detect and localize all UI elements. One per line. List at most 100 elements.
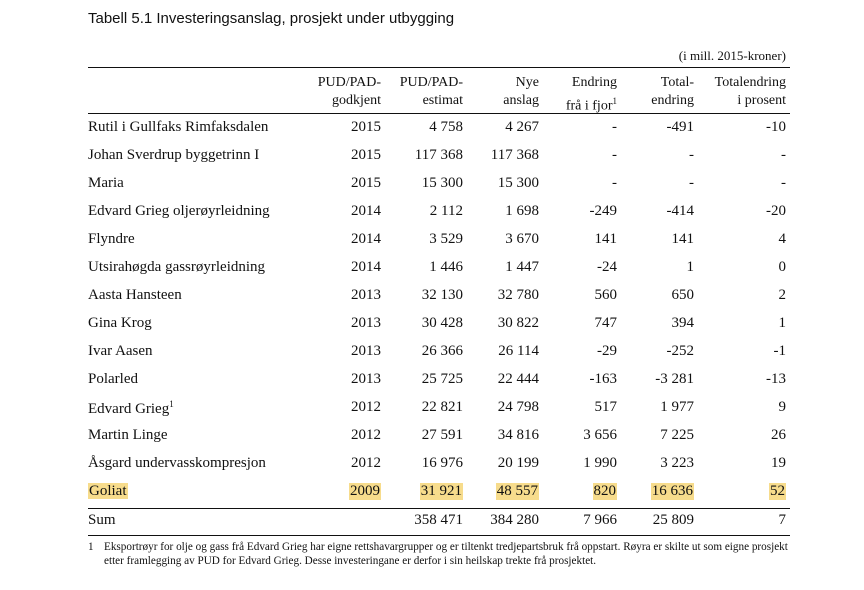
row-label-text: Sum — [88, 512, 116, 528]
table-cell: 384 280 — [490, 512, 539, 528]
table-cell: 2009 — [349, 483, 381, 500]
table-cell: 0 — [778, 259, 787, 275]
row-label: Martin Linge — [88, 427, 168, 444]
table-cell: 15 300 — [421, 175, 463, 191]
table-cell: 141 — [594, 231, 618, 247]
table-row: Edvard Grieg oljerøyrleidning 2014 2 112 1 … — [88, 203, 790, 227]
table-cell: 2014 — [351, 259, 381, 275]
table-cell: 30 822 — [497, 315, 539, 331]
column-header-line: Nye — [515, 75, 539, 90]
table-row: Johan Sverdrup byggetrinn I 2015 117 368 11… — [88, 147, 790, 171]
table-cell: 9 — [778, 399, 787, 415]
table-cell: - — [689, 147, 694, 163]
table-cell: 25 725 — [421, 371, 463, 387]
table-row: Maria 2015 15 300 15 300 - - - — [88, 175, 790, 199]
column-header-line: i prosent — [737, 93, 786, 108]
table-cell: -29 — [597, 343, 617, 359]
table-cell: 820 — [592, 483, 617, 500]
footnote-ref: 1 — [612, 96, 618, 106]
table-cell: 394 — [671, 315, 695, 331]
footnote: 1 Eksportrøyr for olje og gass frå Edvar… — [88, 541, 793, 568]
table-cell: -252 — [666, 343, 695, 359]
row-label: Edvard Grieg oljerøyrleidning — [88, 203, 270, 220]
column-header-line: Endring — [571, 75, 617, 90]
column-header-line: anslag — [503, 93, 539, 108]
table-cell: 4 758 — [429, 119, 463, 135]
table-cell: 26 — [771, 427, 786, 443]
table-cell: 52 — [769, 483, 786, 500]
column-header: PUD/PAD-estimat — [400, 74, 463, 110]
row-label: Gina Krog — [88, 315, 152, 332]
row-label-text: Johan Sverdrup byggetrinn I — [88, 147, 260, 163]
table-cell: -3 281 — [655, 371, 694, 387]
table-cell: 16 636 — [650, 483, 694, 500]
table-row: Gina Krog 2013 30 428 30 822 747 394 1 — [88, 315, 790, 339]
table-cell: 15 300 — [497, 175, 539, 191]
table-cell: 2013 — [351, 371, 381, 387]
table-cell: 34 816 — [497, 427, 539, 443]
table-row: Ivar Aasen 2013 26 366 26 114 -29 -252 -1 — [88, 343, 790, 367]
table-cell: 1 990 — [583, 455, 617, 471]
table-cell: 2015 — [351, 147, 381, 163]
column-header-line: godkjent — [332, 93, 381, 108]
table-cell: 25 809 — [652, 512, 694, 528]
table-cell: - — [689, 175, 694, 191]
row-label: Maria — [88, 175, 124, 192]
table-cell: -13 — [766, 371, 786, 387]
row-label-text: Martin Linge — [88, 427, 168, 443]
table-cell: 16 976 — [421, 455, 463, 471]
row-label-text: Maria — [88, 175, 124, 191]
column-header-line: Total- — [660, 75, 694, 90]
table-cell: 117 368 — [414, 147, 463, 163]
table-cell: 31 921 — [419, 483, 463, 500]
row-label: Goliat — [88, 483, 128, 500]
row-label: Rutil i Gullfaks Rimfaksdalen — [88, 119, 268, 136]
table-cell: 26 114 — [498, 343, 539, 359]
table-cell: -24 — [597, 259, 617, 275]
row-label-text: Flyndre — [88, 231, 135, 247]
footnote-text: Eksportrøyr for olje og gass frå Edvard … — [104, 541, 788, 567]
row-label-text: Edvard Grieg — [88, 401, 170, 417]
row-label: Johan Sverdrup byggetrinn I — [88, 147, 259, 164]
table-cell: 3 656 — [583, 427, 617, 443]
table-row: Aasta Hansteen 2013 32 130 32 780 560 650 2 — [88, 287, 790, 311]
table-cell: - — [612, 119, 617, 135]
table-cell: 141 — [671, 231, 695, 247]
table-cell: 30 428 — [421, 315, 463, 331]
table-cell: 22 444 — [497, 371, 539, 387]
table-cell: 1 447 — [505, 259, 539, 275]
row-label: Edvard Grieg1 — [88, 399, 174, 418]
table-row: Utsirahøgda gassrøyrleidning 2014 1 446 1 4… — [88, 259, 790, 283]
footnote-mark: 1 — [88, 541, 94, 553]
table-cell: -20 — [766, 203, 786, 219]
table-cell: 117 368 — [490, 147, 539, 163]
table-cell: 2014 — [351, 231, 381, 247]
column-header-line: PUD/PAD- — [399, 75, 463, 90]
table-cell: - — [781, 175, 786, 191]
table-title: Tabell 5.1 Investeringsanslag, prosjekt … — [88, 10, 455, 27]
row-label: Ivar Aasen — [88, 343, 153, 360]
table-cell: 650 — [671, 287, 695, 303]
table-cell: 3 670 — [505, 231, 539, 247]
row-label: Åsgard undervasskompresjon — [88, 455, 266, 472]
table-cell: 7 966 — [583, 512, 617, 528]
table-cell: 7 225 — [660, 427, 694, 443]
table-cell: 560 — [594, 287, 618, 303]
row-label: Aasta Hansteen — [88, 287, 182, 304]
table-cell: 1 977 — [660, 399, 694, 415]
table-cell: 3 223 — [660, 455, 694, 471]
row-label-text: Goliat — [88, 483, 128, 499]
column-header-line: Totalendring — [714, 75, 786, 90]
row-label-text: Edvard Grieg oljerøyrleidning — [88, 203, 270, 219]
footnote-ref: 1 — [169, 399, 174, 409]
table-cell: 1 — [686, 259, 695, 275]
table-cell: 1 698 — [505, 203, 539, 219]
table-cell: 4 — [778, 231, 787, 247]
row-label-text: Rutil i Gullfaks Rimfaksdalen — [88, 119, 269, 135]
table-header: PUD/PAD-godkjent PUD/PAD-estimat Nye anslag… — [88, 74, 790, 114]
table-cell: 3 529 — [429, 231, 463, 247]
table-row: Goliat 2009 31 921 48 557 820 16 636 52 — [88, 483, 790, 507]
units-label: (i mill. 2015-kroner) — [678, 48, 786, 63]
top-rule — [88, 67, 790, 68]
table-cell: 7 — [778, 512, 787, 528]
